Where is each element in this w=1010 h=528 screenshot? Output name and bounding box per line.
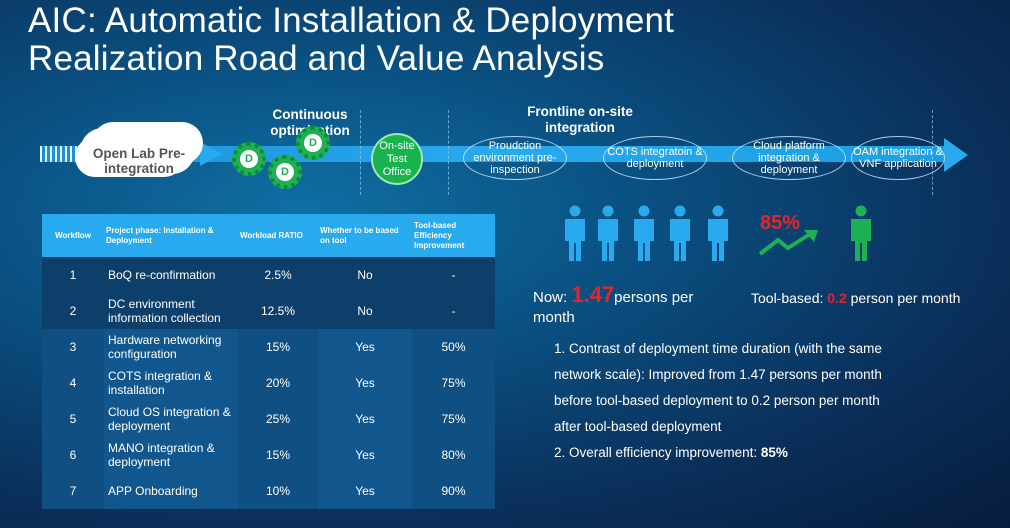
- title-line-1: AIC: Automatic Installation & Deployment: [28, 1, 675, 40]
- step-production-inspection: Proudction environment pre-inspection: [463, 136, 567, 180]
- person-icon: [598, 205, 618, 261]
- trend-up-icon: [758, 230, 818, 256]
- gear-icon: D: [232, 142, 266, 176]
- step-cloud-platform: Cloud platform integration & deployment: [732, 136, 846, 180]
- column-header: Workload RATIO: [238, 214, 318, 257]
- table-header-row: Workflow Project phase: Installation & D…: [42, 214, 495, 257]
- open-lab-label: Open Lab Pre-integration: [92, 146, 186, 176]
- column-header: Workflow: [42, 214, 104, 257]
- person-icon-green: [851, 205, 871, 261]
- person-icon: [670, 205, 690, 261]
- table-row: 7 APP Onboarding 10% Yes 90%: [42, 473, 495, 509]
- table-row: 2 DC environment information collection …: [42, 293, 495, 329]
- test-office-circle: On-site Test Office: [371, 133, 423, 185]
- slide-title: AIC: Automatic Installation & Deployment…: [28, 2, 674, 78]
- now-stat: Now: 1.47persons per month: [533, 282, 694, 327]
- person-icon: [708, 205, 728, 261]
- phase-divider: [360, 110, 361, 195]
- efficiency-percent: 85%: [760, 212, 801, 234]
- table-row: 6 MANO integration & deployment 15% Yes …: [42, 437, 495, 473]
- step-cots: COTS integratoin & deployment: [603, 136, 707, 180]
- table-row: 3 Hardware networking configuration 15% …: [42, 329, 495, 365]
- title-line-2: Realization Road and Value Analysis: [28, 39, 605, 78]
- continuous-optimization-label: Continuous optimization: [270, 107, 350, 138]
- person-icon: [565, 205, 585, 261]
- person-icon: [634, 205, 654, 261]
- table-row: 1 BoQ re-confirmation 2.5% No -: [42, 257, 495, 293]
- gear-icon: D: [296, 126, 330, 160]
- gear-icon: D: [268, 155, 302, 189]
- cloud-icon: [80, 128, 195, 174]
- chevron-arrow-icon: [200, 142, 222, 166]
- step-oam: OAM integration & VNF application: [851, 136, 945, 180]
- tool-based-stat: Tool-based: 0.2 person per month: [751, 290, 961, 306]
- table-row: 4 COTS integration & installation 20% Ye…: [42, 365, 495, 401]
- workflow-table: Workflow Project phase: Installation & D…: [42, 214, 495, 509]
- process-arrow-icon: [944, 138, 968, 172]
- analysis-notes: 1. Contrast of deployment time duration …: [554, 341, 882, 460]
- column-header: Whether to be based on tool: [318, 214, 412, 257]
- column-header: Tool-based Efficiency Improvement: [412, 214, 495, 257]
- column-header: Project phase: Installation & Deployment: [104, 214, 238, 257]
- phase-divider: [448, 110, 449, 195]
- frontline-label: Frontline on-site integration: [527, 104, 633, 135]
- table-row: 5 Cloud OS integration & deployment 25% …: [42, 401, 495, 437]
